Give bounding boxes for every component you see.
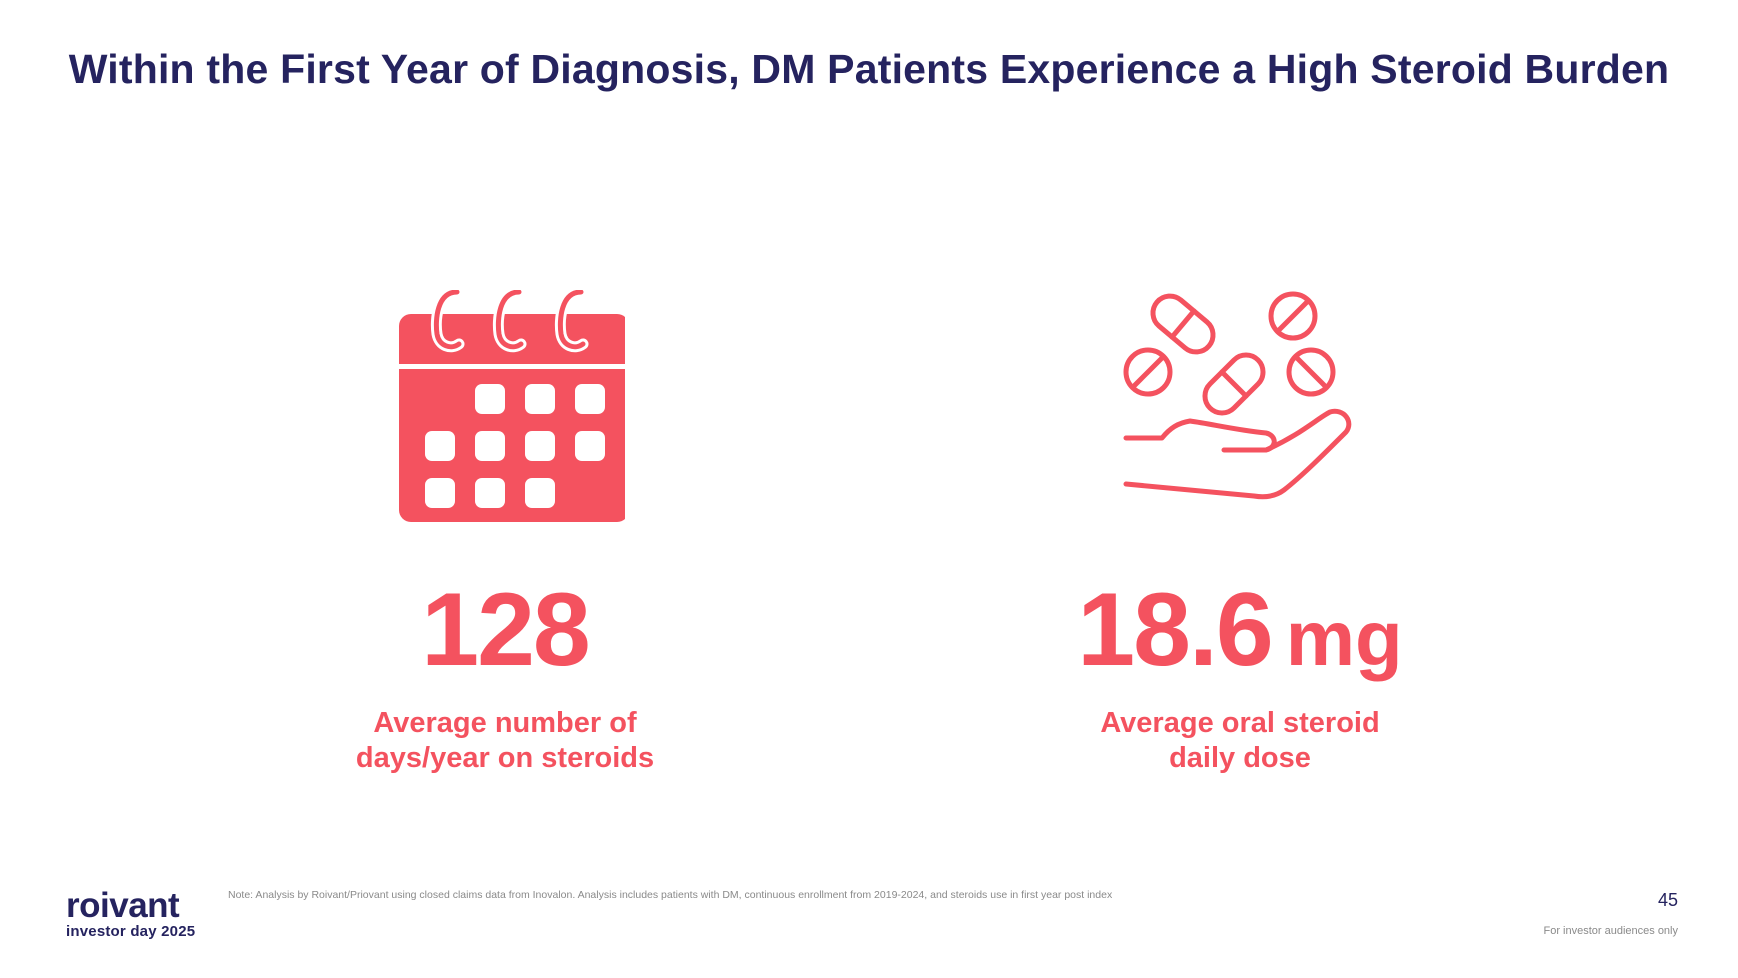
stat-value: 18.6 mg (980, 578, 1500, 682)
logo-subtitle: investor day 2025 (66, 923, 196, 940)
stat-unit: mg (1285, 594, 1403, 682)
stat-number: 18.6 (1077, 572, 1273, 688)
logo-wordmark: roivant (66, 886, 180, 925)
calendar-icon-graphic (399, 290, 625, 522)
slide-title: Within the First Year of Diagnosis, DM P… (68, 46, 1670, 92)
pills-in-hand-icon-graphic (1123, 291, 1352, 500)
calendar-icon (245, 280, 765, 550)
roivant-logo: roivant investor day 2025 (66, 888, 195, 939)
audience-disclaimer: For investor audiences only (1543, 925, 1678, 937)
stat-label: Average number of days/year on steroids (355, 707, 655, 774)
stat-number: 128 (421, 572, 591, 688)
page-number: 45 (1657, 890, 1678, 910)
stat-label: Average oral steroid daily dose (1100, 707, 1380, 774)
stat-days-on-steroids: 128 Average number of days/year on stero… (245, 280, 765, 776)
stat-value: 128 (245, 578, 765, 682)
pills-in-hand-icon (980, 280, 1500, 550)
stat-daily-dose: 18.6 mg Average oral steroid daily dose (980, 280, 1500, 776)
footnote: Note: Analysis by Roivant/Priovant using… (228, 889, 1113, 901)
